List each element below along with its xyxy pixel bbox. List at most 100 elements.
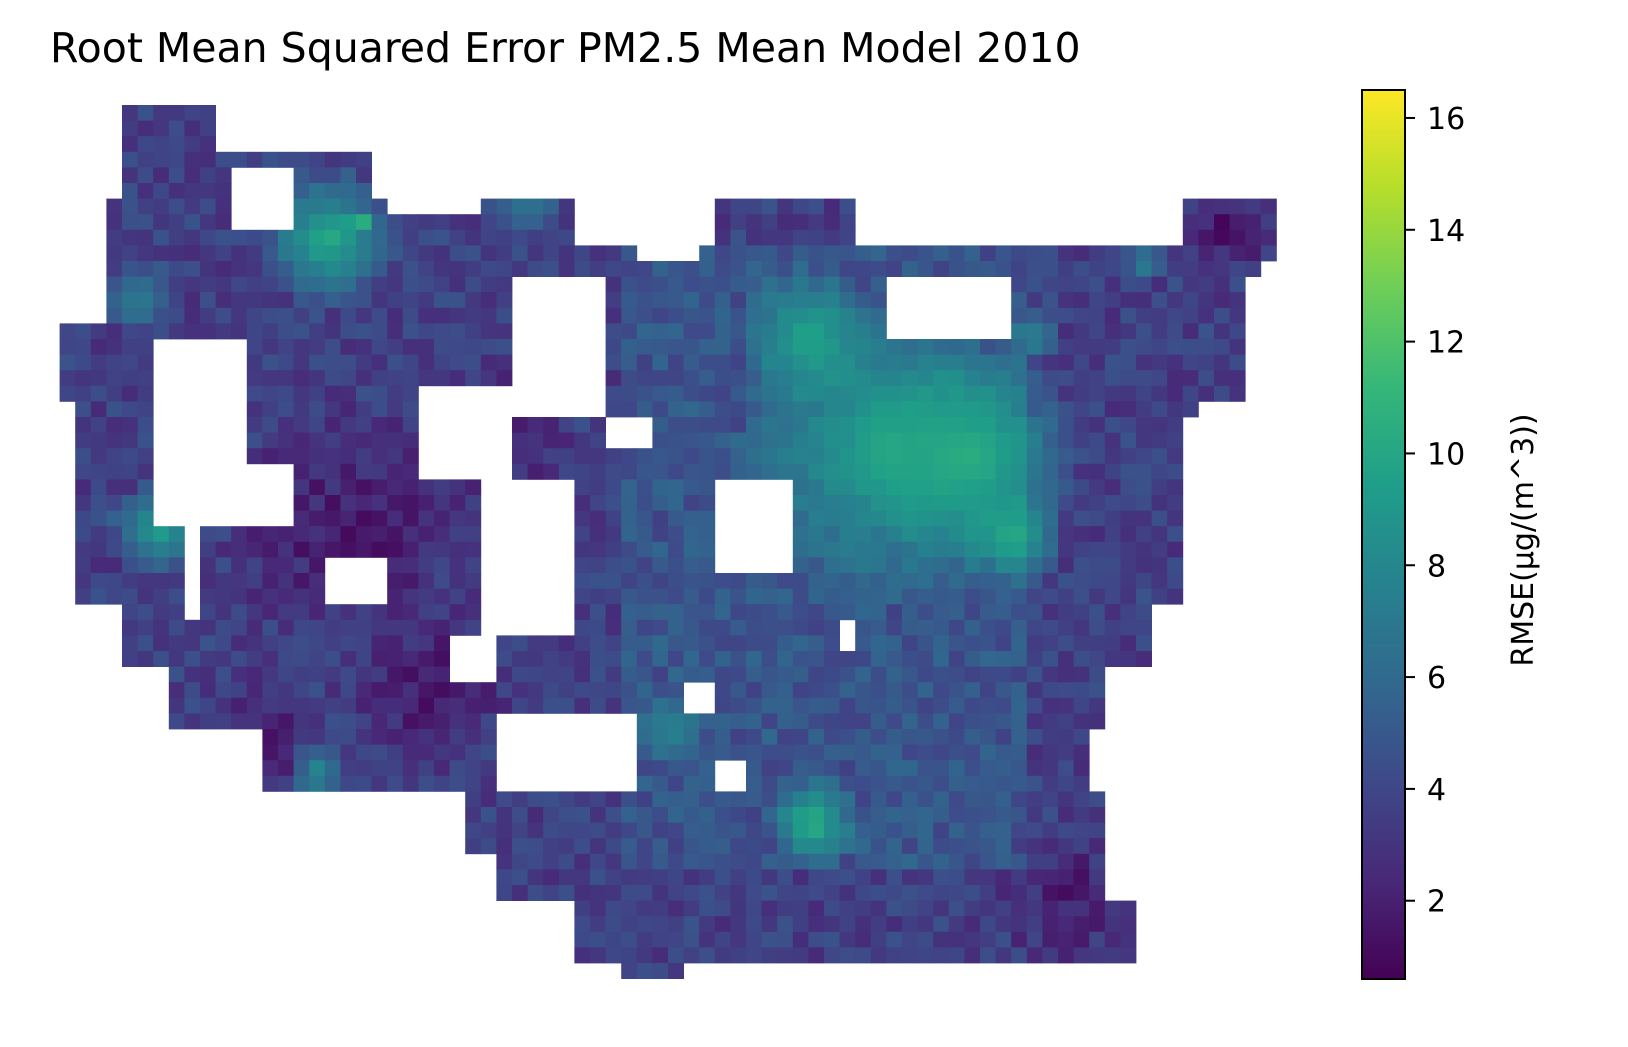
heatmap-cell xyxy=(605,307,622,324)
heatmap-cell xyxy=(1167,526,1184,543)
heatmap-cell xyxy=(184,713,201,730)
heatmap-cell xyxy=(668,479,684,496)
heatmap-cell xyxy=(902,822,918,839)
heatmap-cell xyxy=(387,479,404,496)
heatmap-cell xyxy=(792,713,809,730)
heatmap-cell xyxy=(933,604,950,621)
heatmap-cell xyxy=(886,245,903,262)
heatmap-cell xyxy=(621,557,638,574)
heatmap-cell xyxy=(948,760,965,777)
heatmap-cell xyxy=(356,276,372,293)
heatmap-cell xyxy=(855,931,872,948)
heatmap-cell xyxy=(371,198,388,215)
heatmap-cell xyxy=(808,838,825,855)
heatmap-cell xyxy=(293,651,310,667)
heatmap-cell xyxy=(683,417,700,433)
heatmap-cell xyxy=(792,463,809,480)
heatmap-cell xyxy=(1073,588,1090,605)
heatmap-cell xyxy=(668,635,684,652)
heatmap-cell xyxy=(1026,775,1043,792)
heatmap-cell xyxy=(699,323,716,340)
heatmap-cell xyxy=(917,900,934,917)
heatmap-cell xyxy=(1136,619,1152,636)
heatmap-cell xyxy=(90,557,107,574)
heatmap-cell xyxy=(465,697,482,714)
heatmap-cell xyxy=(1089,448,1106,465)
heatmap-cell xyxy=(792,385,809,402)
heatmap-cell xyxy=(1011,401,1028,418)
heatmap-cell xyxy=(652,807,669,823)
heatmap-cell xyxy=(964,900,981,917)
heatmap-cell xyxy=(480,229,497,246)
heatmap-cell xyxy=(652,292,669,309)
heatmap-cell xyxy=(1089,651,1106,667)
heatmap-cell xyxy=(184,276,201,293)
heatmap-cell xyxy=(590,682,606,699)
heatmap-cell xyxy=(246,666,263,683)
heatmap-cell xyxy=(761,573,778,589)
heatmap-cell xyxy=(1073,604,1090,621)
heatmap-cell xyxy=(1011,713,1028,730)
heatmap-cell xyxy=(792,697,809,714)
heatmap-cell xyxy=(75,448,92,465)
heatmap-cell xyxy=(1151,495,1168,511)
heatmap-cell xyxy=(480,370,497,387)
heatmap-cell xyxy=(839,947,856,964)
heatmap-cell xyxy=(1058,276,1074,293)
heatmap-cell xyxy=(917,261,934,277)
heatmap-cell xyxy=(356,760,372,777)
heatmap-cell xyxy=(699,276,716,293)
heatmap-cell xyxy=(792,744,809,761)
heatmap-cell xyxy=(855,885,872,901)
heatmap-cell xyxy=(964,604,981,621)
heatmap-cell xyxy=(558,666,575,683)
heatmap-cell xyxy=(902,775,918,792)
heatmap-cell xyxy=(293,635,310,652)
heatmap-cell xyxy=(1120,495,1137,511)
heatmap-cell xyxy=(1089,417,1106,433)
heatmap-cell xyxy=(792,541,809,558)
heatmap-cell xyxy=(309,198,326,215)
heatmap-cell xyxy=(371,479,388,496)
heatmap-cell xyxy=(106,245,123,262)
heatmap-cell xyxy=(1042,401,1059,418)
heatmap-cell xyxy=(371,510,388,527)
heatmap-cell xyxy=(1182,354,1199,371)
heatmap-cell xyxy=(1058,370,1074,387)
heatmap-cell xyxy=(1151,541,1168,558)
heatmap-cell xyxy=(293,666,310,683)
heatmap-cell xyxy=(137,339,154,355)
heatmap-cell xyxy=(902,666,918,683)
heatmap-cell xyxy=(699,261,716,277)
heatmap-cell xyxy=(215,261,232,277)
heatmap-cell xyxy=(699,463,716,480)
heatmap-cell xyxy=(777,323,794,340)
heatmap-cell xyxy=(1089,604,1106,621)
heatmap-cell xyxy=(714,713,731,730)
heatmap-cell xyxy=(886,401,903,418)
heatmap-cell xyxy=(434,713,450,730)
heatmap-cell xyxy=(933,775,950,792)
heatmap-cell xyxy=(761,604,778,621)
heatmap-cell xyxy=(621,619,638,636)
heatmap-cell xyxy=(387,261,404,277)
heatmap-cell xyxy=(90,323,107,340)
heatmap-cell xyxy=(699,385,716,402)
heatmap-cell xyxy=(200,682,216,699)
heatmap-cell xyxy=(1214,370,1230,387)
heatmap-cell xyxy=(777,916,794,933)
heatmap-cell xyxy=(855,292,872,309)
heatmap-cell xyxy=(699,807,716,823)
heatmap-cell xyxy=(761,448,778,465)
heatmap-cell xyxy=(184,105,201,121)
heatmap-cell xyxy=(948,619,965,636)
heatmap-cell xyxy=(1073,916,1090,933)
heatmap-cell xyxy=(714,635,731,652)
heatmap-cell xyxy=(106,510,123,527)
heatmap-cell xyxy=(746,729,762,745)
heatmap-cell xyxy=(605,573,622,589)
heatmap-cell xyxy=(902,869,918,886)
heatmap-cell xyxy=(980,744,996,761)
heatmap-cell xyxy=(824,775,840,792)
